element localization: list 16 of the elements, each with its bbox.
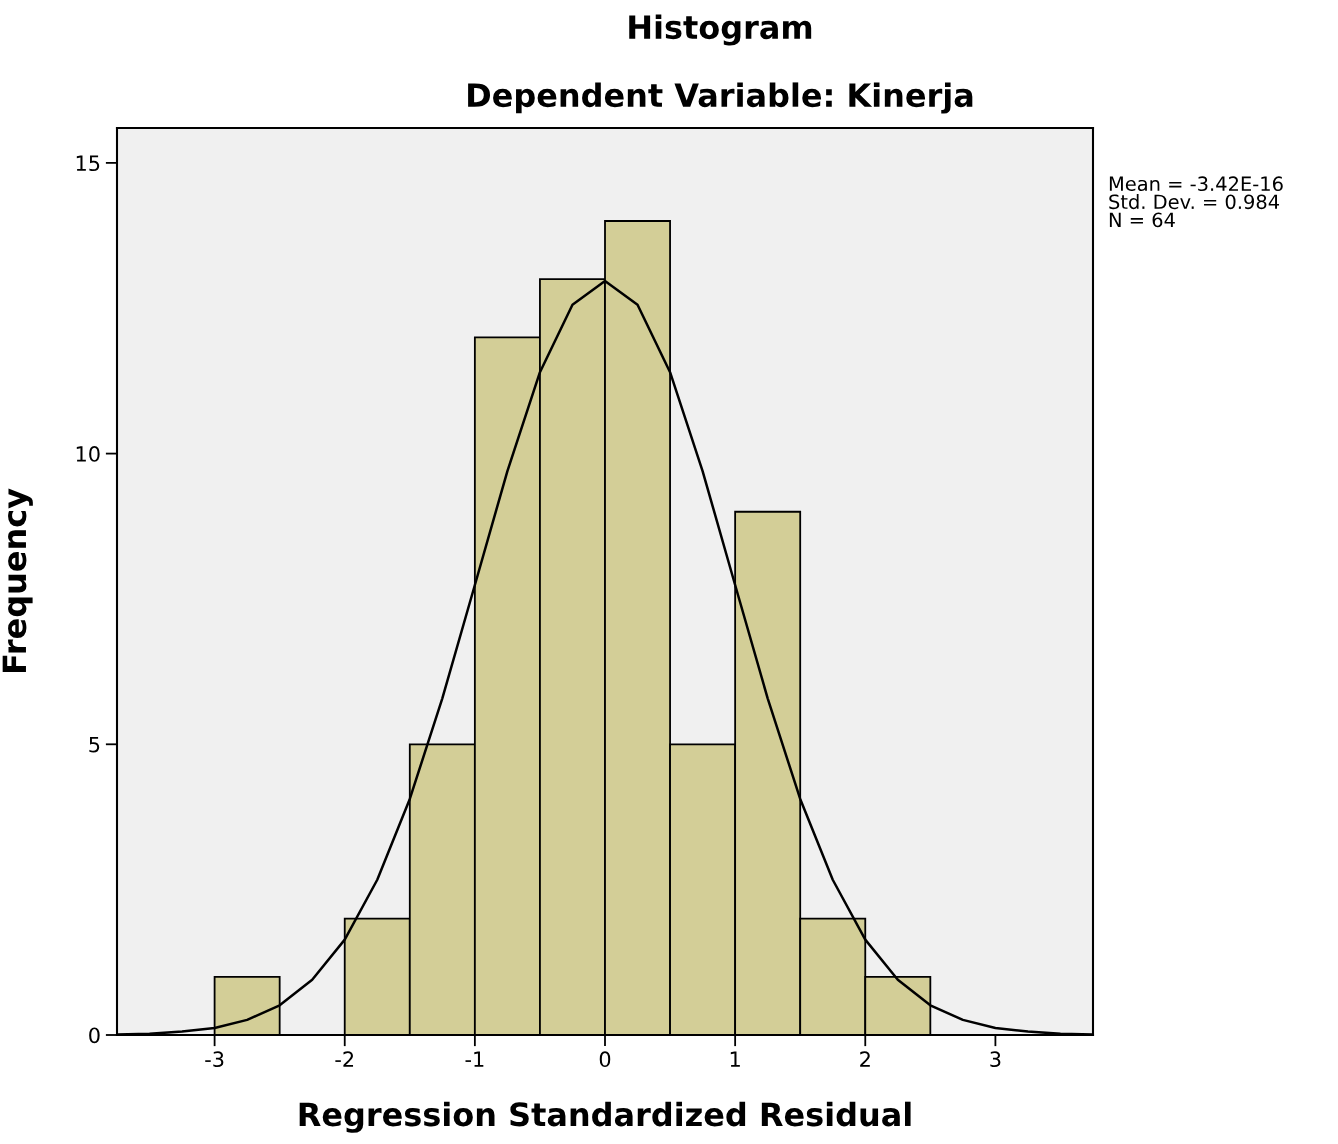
- y-tick-label: 0: [89, 1027, 100, 1044]
- x-tick-label: -1: [465, 1051, 484, 1067]
- x-axis-title: Regression Standardized Residual: [299, 1101, 911, 1133]
- x-tick-label: 2: [860, 1051, 870, 1067]
- x-tick-label: -3: [205, 1051, 224, 1068]
- y-tick-label: 10: [76, 446, 100, 462]
- chart-subtitle: Dependent Variable: Kinerja: [468, 82, 973, 114]
- chart-title: Histogram: [629, 14, 812, 46]
- y-tick-label: 15: [76, 155, 100, 172]
- x-tick-label: 0: [599, 1051, 611, 1068]
- y-axis-title: Frequency: [2, 488, 33, 673]
- x-tick-label: 3: [990, 1051, 1001, 1068]
- x-tick-label: -2: [335, 1051, 354, 1067]
- y-tick-label: 5: [89, 737, 100, 753]
- x-tick-label: 1: [730, 1051, 740, 1067]
- text: Mean = -3.42E-16 Std. Dev. = 0.984 N = 64: [1109, 176, 1283, 228]
